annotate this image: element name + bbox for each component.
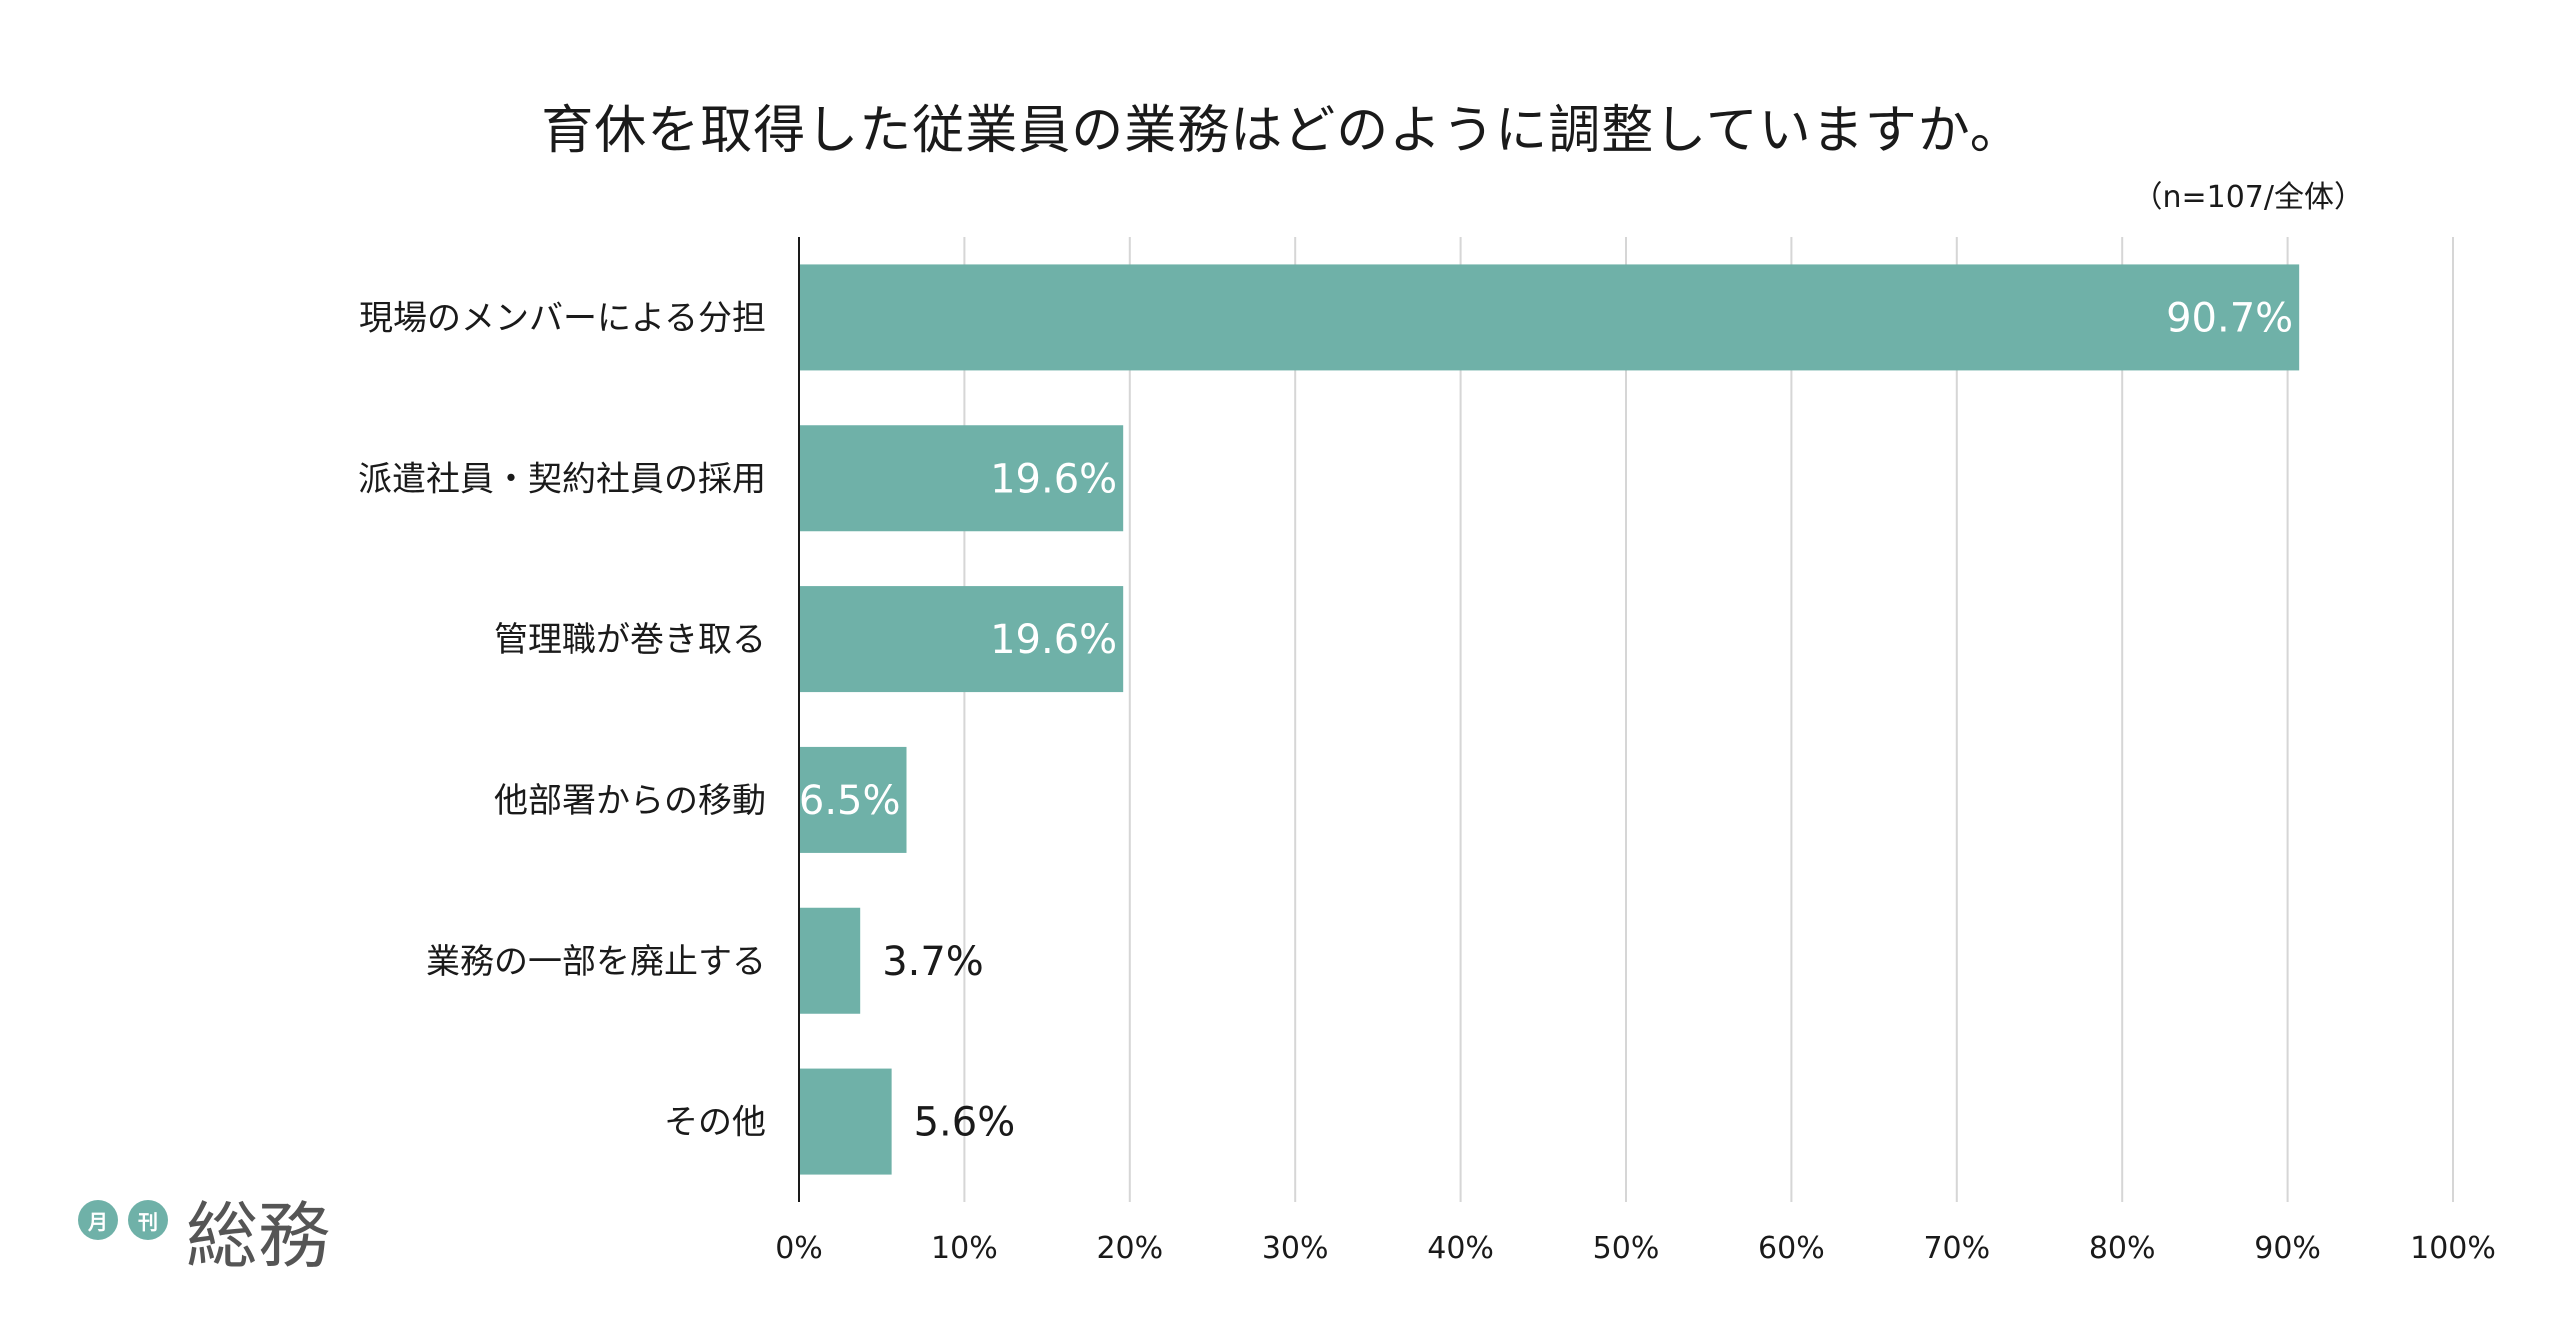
bar xyxy=(799,264,2300,371)
x-tick-label: 0% xyxy=(775,1231,823,1266)
x-tick-label: 100% xyxy=(2410,1231,2496,1266)
x-tick-label: 80% xyxy=(2089,1231,2156,1266)
labels: 0% 10% 20% 30% 40% 50% 60% 70% 80% 90% 100% 現場のメンバー… xyxy=(358,295,2496,1266)
x-tick-label: 50% xyxy=(1593,1231,1660,1266)
x-tick-label: 90% xyxy=(2254,1231,2321,1266)
value-label: 19.6% xyxy=(990,456,1117,502)
category-label: 管理職が巻き取る xyxy=(494,620,766,660)
logo: 月 刊 総務 xyxy=(78,1200,330,1272)
value-label: 5.6% xyxy=(914,1100,1016,1146)
bars xyxy=(799,264,2300,1175)
grid-lines xyxy=(963,237,2454,1202)
chart-title: 育休を取得した従業員の業務はどのように調整していますか。 xyxy=(541,101,2023,161)
bar xyxy=(799,907,861,1014)
x-tick-label: 70% xyxy=(1923,1231,1990,1266)
logo-name: 総務 xyxy=(186,1194,331,1278)
x-tick-label: 10% xyxy=(931,1231,998,1266)
bar xyxy=(799,425,1124,532)
value-label: 19.6% xyxy=(990,617,1117,663)
bar xyxy=(799,1068,892,1175)
category-label: 業務の一部を廃止する xyxy=(426,942,766,982)
logo-badge-month: 月 xyxy=(78,1200,118,1240)
x-tick-label: 60% xyxy=(1758,1231,1825,1266)
category-label: 現場のメンバーによる分担 xyxy=(359,298,766,338)
bar xyxy=(799,586,1124,693)
x-tick-label: 20% xyxy=(1096,1231,1163,1266)
category-label: 他部署からの移動 xyxy=(494,781,766,821)
value-label: 3.7% xyxy=(882,939,984,985)
value-label: 90.7% xyxy=(2166,295,2293,341)
sample-size-note: （n=107/全体） xyxy=(2132,180,2364,215)
category-label: その他 xyxy=(664,1103,766,1143)
category-label: 派遣社員・契約社員の採用 xyxy=(358,459,766,499)
x-tick-label: 40% xyxy=(1427,1231,1494,1266)
bar xyxy=(799,746,907,853)
value-label: 6.5% xyxy=(799,778,901,824)
x-tick-label: 30% xyxy=(1262,1231,1329,1266)
logo-badge-issue: 刊 xyxy=(128,1200,168,1240)
